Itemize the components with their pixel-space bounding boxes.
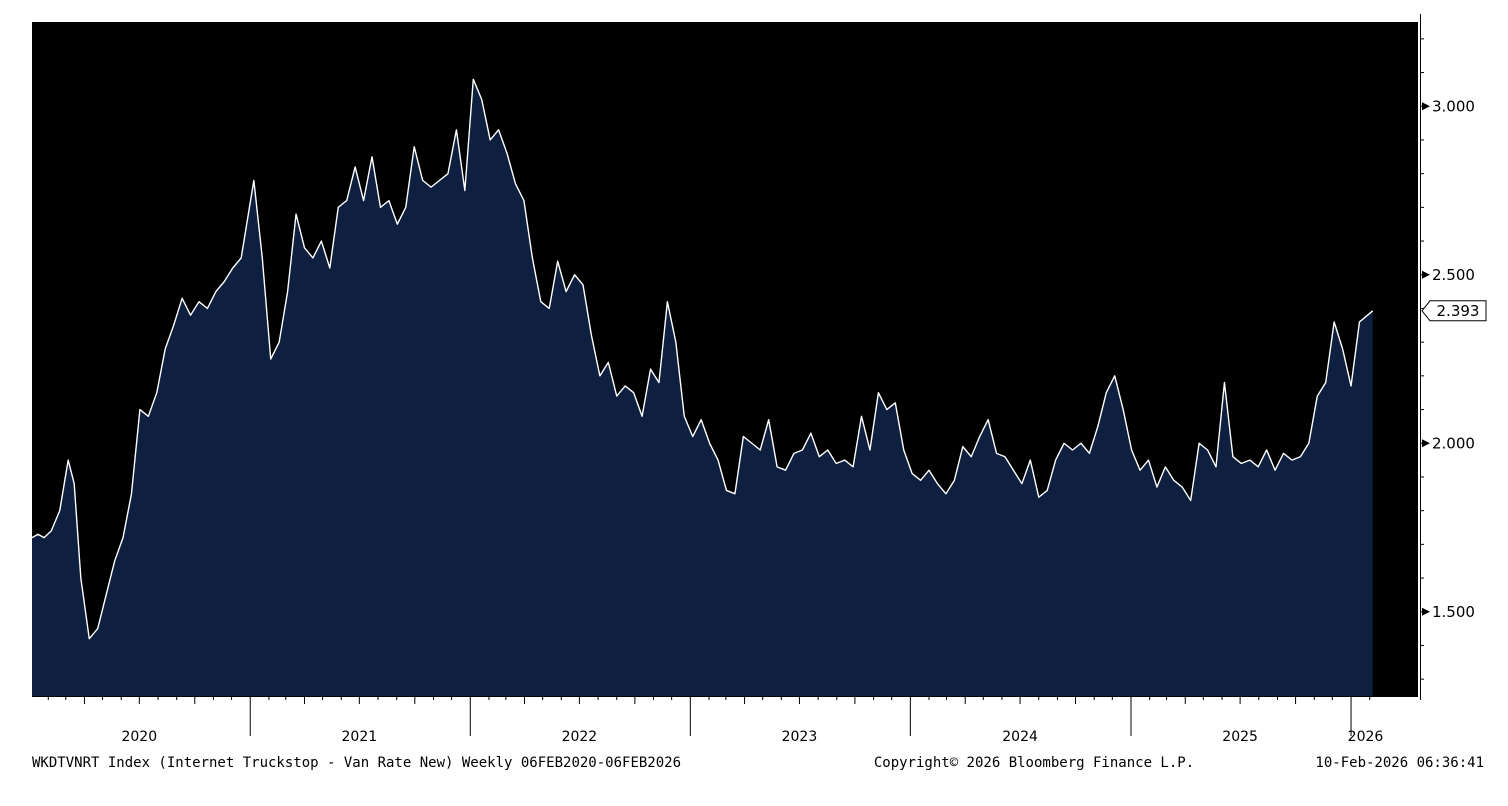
y-axis: 1.500 2.000 2.500 3.000 — [1420, 14, 1475, 700]
x-tick-label: 2025 — [1222, 729, 1258, 745]
x-axis: 2020 2021 2022 2023 2024 2025 2026 — [32, 696, 1418, 745]
y-tick-label: 3.000 — [1432, 97, 1475, 115]
y-tick-label: 2.000 — [1432, 434, 1475, 452]
x-tick-label: 2021 — [342, 729, 378, 745]
last-value-marker: 2.393 — [1421, 300, 1487, 322]
y-tick-arrow — [1422, 102, 1430, 111]
footer-timestamp-text: 10-Feb-2026 06:36:41 — [1315, 755, 1484, 771]
series-area-0 — [32, 79, 1373, 697]
y-tick-label: 1.500 — [1432, 603, 1475, 621]
y-tick-label: 2.500 — [1432, 266, 1475, 284]
series-layer — [31, 78, 1374, 697]
last-value-box — [1421, 300, 1487, 322]
x-tick-label: 2023 — [782, 729, 818, 745]
x-tick-label: 2022 — [562, 729, 598, 745]
series-line-0 — [31, 78, 1374, 640]
x-tick-label: 2026 — [1348, 729, 1384, 745]
x-tick-label: 2024 — [1002, 729, 1038, 745]
footer-copyright-text: Copyright© 2026 Bloomberg Finance L.P. — [874, 755, 1194, 771]
y-tick-arrow — [1422, 439, 1430, 448]
x-tick-label: 2020 — [121, 729, 157, 745]
last-value-label: 2.393 — [1437, 302, 1480, 320]
footer-index-text: WKDTVNRT Index (Internet Truckstop - Van… — [32, 755, 681, 771]
y-tick-arrow — [1422, 607, 1430, 616]
y-tick-arrow — [1422, 270, 1430, 279]
